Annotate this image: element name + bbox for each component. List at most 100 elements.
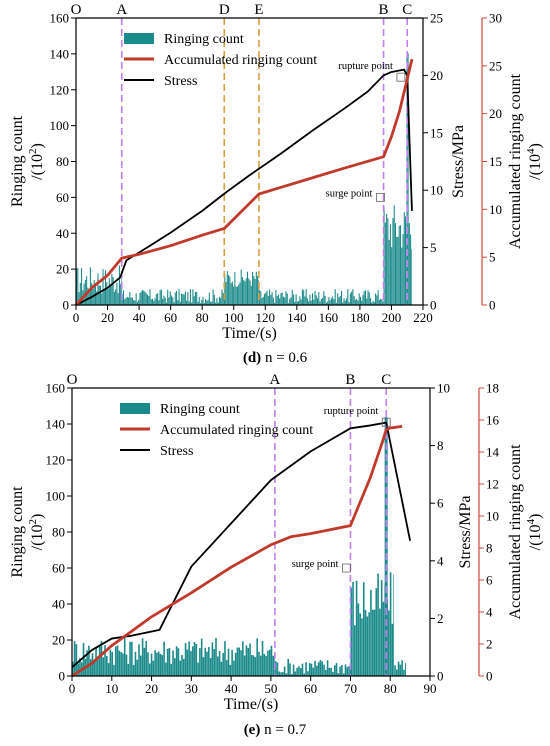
ringing-count-bar [217,302,219,305]
ringing-count-bar [364,609,367,676]
ringing-count-bar [153,300,155,305]
ringing-count-bar [206,651,208,676]
ringing-count-bar [84,279,86,305]
legend-label-stress: Stress [160,444,193,459]
ringing-count-bar [102,269,104,305]
ringing-count-bar [276,662,279,676]
ringing-count-bar [145,640,147,676]
ringing-count-bar [107,288,109,305]
ringing-count-bar [249,643,251,676]
ringing-count-bar [157,651,160,676]
y-accumulated-tick-label: 5 [489,250,496,265]
x-tick-label: 10 [105,681,118,696]
ringing-count-bar [253,276,255,305]
y-left-tick-label: 100 [50,118,70,133]
ringing-count-bar [383,207,385,305]
ringing-count-bar [145,293,147,305]
ringing-count-bar [265,655,267,676]
ringing-count-bar [295,294,297,305]
ringing-count-bar [259,655,262,676]
ringing-count-bar [75,644,78,676]
ringing-count-bar [329,300,331,305]
ringing-count-bar [215,637,217,676]
ringing-count-bar [136,302,138,305]
ringing-count-bar [206,300,208,305]
ringing-count-bar [337,293,339,305]
ringing-count-bar [172,650,174,676]
y-left-tick-label: 120 [50,82,70,97]
stress-line [75,68,413,306]
ringing-count-bar [403,212,405,305]
ringing-count-bar [149,289,151,305]
y-left-tick-label: 120 [46,453,66,468]
ringing-count-bar [254,279,256,305]
ringing-count-bar [224,274,226,305]
ringing-count-bar [278,671,281,676]
ringing-count-bar [183,294,185,305]
ringing-count-bar [122,653,124,676]
ringing-count-bar [261,297,263,305]
ringing-count-bar [296,667,298,676]
ringing-count-bar [270,645,273,676]
y-stress-tick-label: 6 [437,496,444,511]
ringing-count-bar [247,647,250,676]
x-tick-label: 30 [185,681,198,696]
ringing-count-bar [333,665,336,676]
ringing-count-bar [230,283,232,305]
ringing-count-bar [107,663,110,676]
ringing-count-bar [79,282,81,305]
ringing-count-bar [291,289,293,305]
ringing-count-bar [250,285,252,305]
y-accumulated-tick-label: 4 [486,605,493,620]
ringing-count-bar [348,666,350,676]
ringing-count-bar [99,285,102,305]
y-left-tick-label: 80 [52,525,65,540]
ringing-count-bar [382,301,384,305]
x-tick-label: 90 [424,681,437,696]
y-accumulated-tick-label: 2 [486,637,493,652]
ringing-count-bar [307,671,309,676]
accumulated-ringing-count-line [71,425,403,678]
ringing-count-bar [166,648,169,676]
ringing-count-bar [335,663,338,676]
ringing-count-bar [367,290,369,305]
ringing-count-bar [378,299,380,305]
ringing-count-bar [168,297,170,305]
x-tick-label: 20 [145,681,158,696]
ringing-count-bar [188,641,190,676]
phase-label-D: D [219,2,230,18]
ringing-count-bar [141,638,144,676]
ringing-count-bar [132,664,135,676]
ringing-count-bar [342,302,344,305]
ringing-count-bar [257,275,259,305]
ringing-count-bar [406,53,408,305]
ringing-count-bar [346,298,348,305]
ringing-count-bar [117,293,119,305]
ringing-count-bar [309,294,311,305]
ringing-count-bar [77,267,79,305]
ringing-count-bar [91,282,93,305]
ringing-count-bar [245,278,247,305]
ringing-count-bar [354,299,356,305]
ringing-count-bar [271,292,273,305]
ringing-count-bar [225,281,227,305]
ringing-count-bar [175,646,178,676]
ringing-count-bar [236,647,239,676]
ringing-count-bar [130,297,132,305]
ringing-count-bar [363,291,365,305]
x-tick-label: 50 [264,681,277,696]
ringing-count-bar [159,290,161,305]
ringing-count-bar [382,601,385,676]
ringing-count-bar [325,302,327,305]
ringing-count-bar [330,298,332,305]
ringing-count-bar [314,290,316,305]
ringing-count-bar [158,300,160,305]
ringing-count-bar [184,642,187,676]
legend-label-stress: Stress [164,74,197,89]
phase-label-C: C [381,372,391,388]
legend-label-accumulated: Accumulated ringing count [164,53,317,68]
y-left-tick-label: 160 [50,11,70,26]
ringing-count-bar [125,297,127,305]
ringing-count-bar [220,661,223,676]
